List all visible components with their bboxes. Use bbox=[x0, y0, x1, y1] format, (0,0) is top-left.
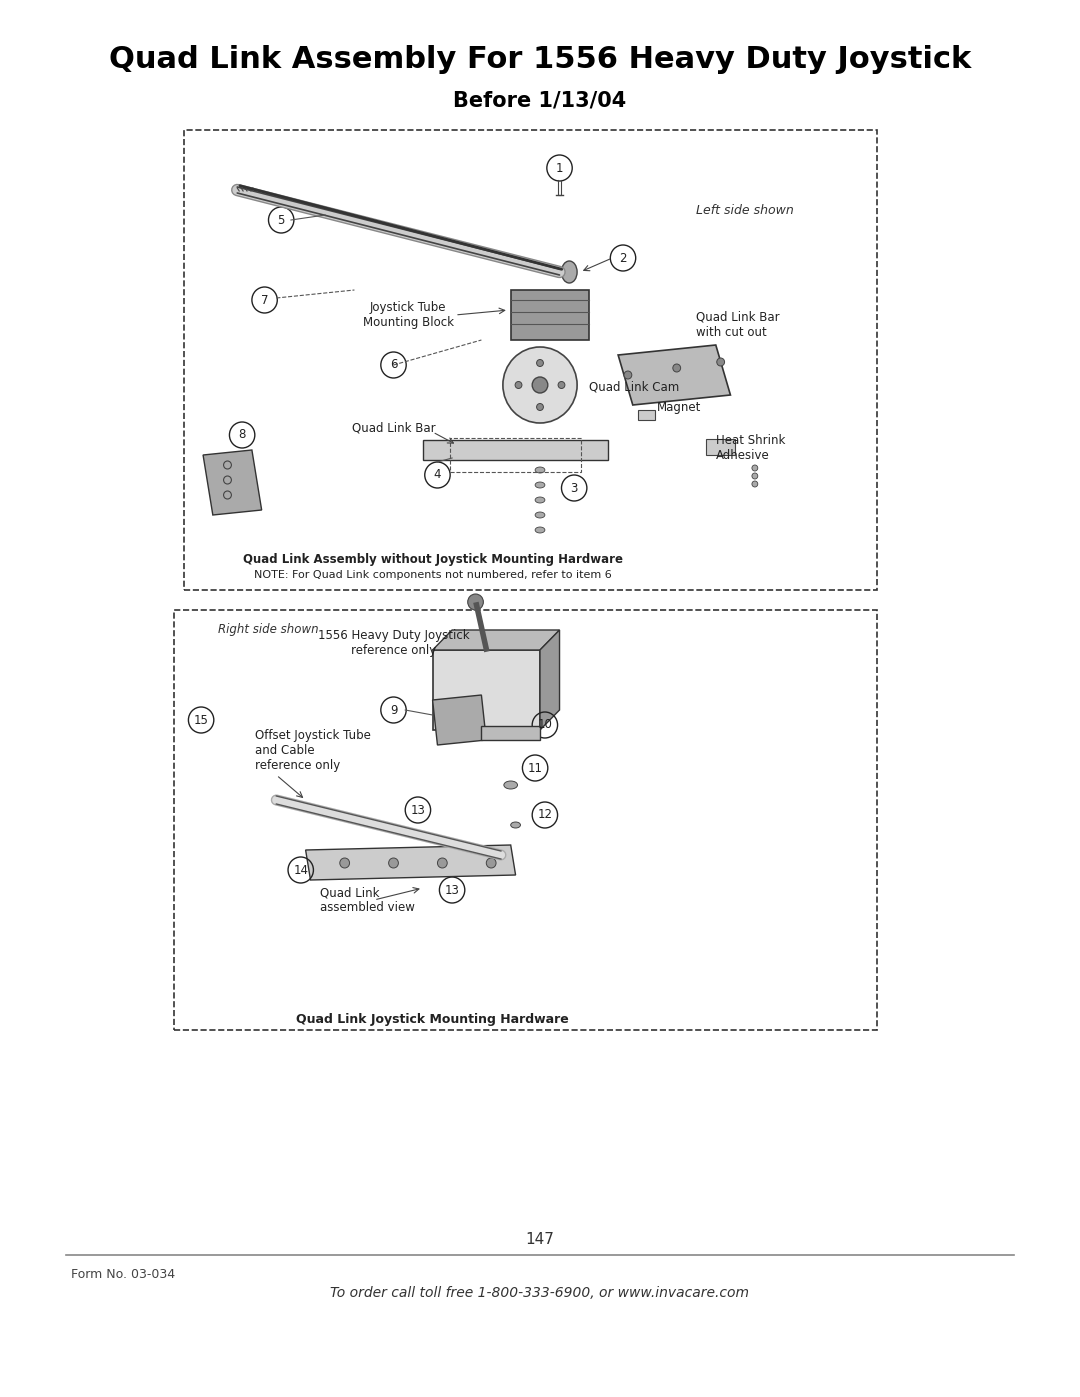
Ellipse shape bbox=[535, 482, 545, 488]
Circle shape bbox=[752, 465, 758, 471]
Polygon shape bbox=[422, 440, 608, 460]
Text: 8: 8 bbox=[239, 429, 246, 441]
Ellipse shape bbox=[535, 497, 545, 503]
Circle shape bbox=[752, 481, 758, 488]
Bar bbox=[637, 409, 656, 420]
Text: Quad Link Cam: Quad Link Cam bbox=[589, 380, 679, 394]
Polygon shape bbox=[618, 345, 730, 405]
Circle shape bbox=[389, 858, 399, 868]
Text: Quad Link Bar
with cut out: Quad Link Bar with cut out bbox=[697, 312, 780, 339]
Ellipse shape bbox=[511, 821, 521, 828]
Text: 13: 13 bbox=[410, 803, 426, 816]
Text: 9: 9 bbox=[390, 704, 397, 717]
Circle shape bbox=[673, 365, 680, 372]
Text: 2: 2 bbox=[619, 251, 626, 264]
Polygon shape bbox=[203, 450, 261, 515]
Text: Before 1/13/04: Before 1/13/04 bbox=[454, 89, 626, 110]
Circle shape bbox=[486, 858, 496, 868]
Text: Joystick Tube
Mounting Block: Joystick Tube Mounting Block bbox=[363, 300, 454, 330]
Text: Quad Link Joystick Mounting Hardware: Quad Link Joystick Mounting Hardware bbox=[296, 1013, 569, 1027]
Text: 5: 5 bbox=[278, 214, 285, 226]
Bar bbox=[433, 650, 540, 731]
Text: Offset Joystick Tube
and Cable
reference only: Offset Joystick Tube and Cable reference… bbox=[255, 728, 370, 771]
Polygon shape bbox=[433, 630, 559, 650]
Ellipse shape bbox=[535, 527, 545, 534]
Ellipse shape bbox=[535, 467, 545, 474]
Circle shape bbox=[468, 594, 484, 610]
Bar bbox=[706, 439, 735, 455]
Circle shape bbox=[503, 346, 577, 423]
Polygon shape bbox=[433, 694, 486, 745]
Text: Magnet: Magnet bbox=[658, 401, 702, 415]
Text: 13: 13 bbox=[445, 883, 460, 897]
Circle shape bbox=[437, 858, 447, 868]
Text: 1556 Heavy Duty Joystick
reference only: 1556 Heavy Duty Joystick reference only bbox=[318, 629, 470, 657]
Text: 7: 7 bbox=[261, 293, 268, 306]
Text: 6: 6 bbox=[390, 359, 397, 372]
Text: 3: 3 bbox=[570, 482, 578, 495]
Text: To order call toll free 1-800-333-6900, or www.invacare.com: To order call toll free 1-800-333-6900, … bbox=[330, 1287, 750, 1301]
Text: 1: 1 bbox=[556, 162, 564, 175]
Text: 4: 4 bbox=[434, 468, 442, 482]
Circle shape bbox=[515, 381, 522, 388]
Text: 14: 14 bbox=[294, 863, 308, 876]
Text: 12: 12 bbox=[538, 809, 552, 821]
Circle shape bbox=[624, 372, 632, 379]
Text: 11: 11 bbox=[528, 761, 542, 774]
Ellipse shape bbox=[504, 781, 517, 789]
Text: Quad Link Assembly For 1556 Heavy Duty Joystick: Quad Link Assembly For 1556 Heavy Duty J… bbox=[109, 46, 971, 74]
Circle shape bbox=[340, 858, 350, 868]
Bar bbox=[511, 291, 589, 339]
Circle shape bbox=[537, 359, 543, 366]
Text: Form No. 03-034: Form No. 03-034 bbox=[71, 1268, 175, 1281]
Text: Heat Shrink
Adhesive: Heat Shrink Adhesive bbox=[716, 434, 785, 462]
Ellipse shape bbox=[535, 511, 545, 518]
Text: 10: 10 bbox=[538, 718, 552, 732]
Text: Left side shown: Left side shown bbox=[697, 204, 794, 217]
Text: 15: 15 bbox=[193, 714, 208, 726]
Circle shape bbox=[558, 381, 565, 388]
Circle shape bbox=[532, 377, 548, 393]
Bar bbox=[482, 726, 540, 740]
Circle shape bbox=[537, 404, 543, 411]
Circle shape bbox=[752, 474, 758, 479]
Text: Right side shown: Right side shown bbox=[218, 623, 319, 637]
Text: 147: 147 bbox=[526, 1232, 554, 1248]
Text: Quad Link
assembled view: Quad Link assembled view bbox=[321, 886, 415, 914]
Text: NOTE: For Quad Link components not numbered, refer to item 6: NOTE: For Quad Link components not numbe… bbox=[254, 570, 611, 580]
Ellipse shape bbox=[562, 261, 577, 284]
Polygon shape bbox=[306, 845, 515, 880]
Circle shape bbox=[717, 358, 725, 366]
Text: Quad Link Bar: Quad Link Bar bbox=[352, 422, 435, 434]
Polygon shape bbox=[540, 630, 559, 731]
Text: Quad Link Assembly without Joystick Mounting Hardware: Quad Link Assembly without Joystick Moun… bbox=[243, 553, 622, 567]
